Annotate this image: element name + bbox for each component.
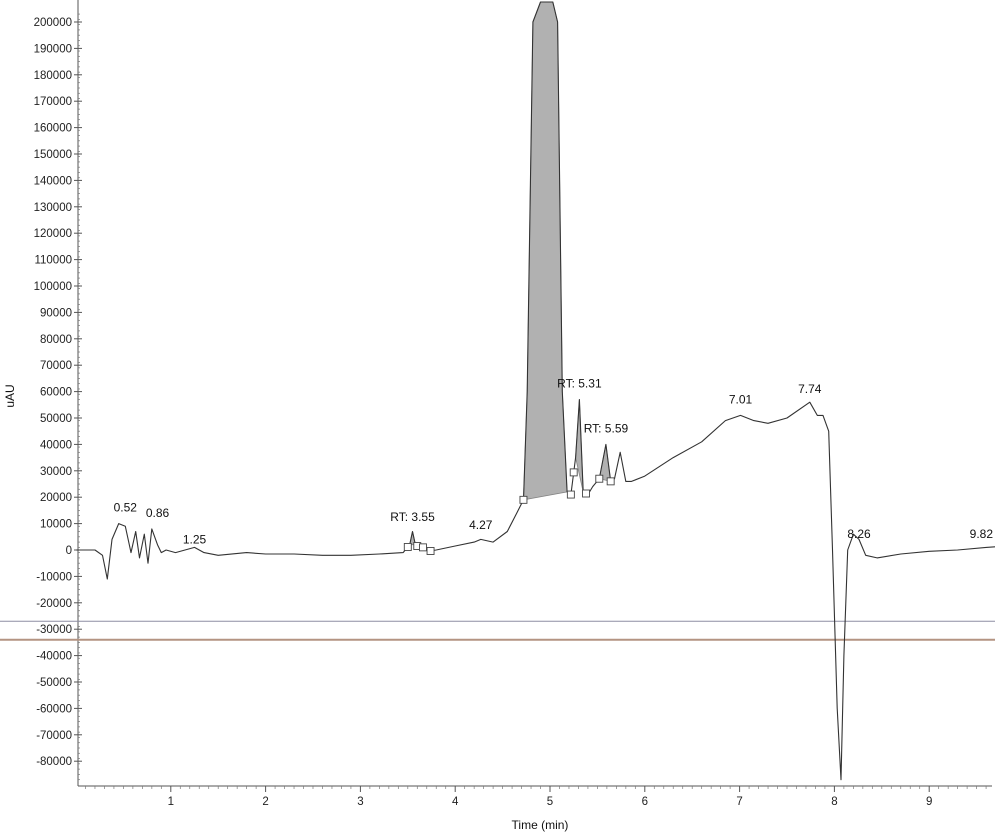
y-tick-label: 40000 [40, 439, 72, 451]
y-tick-label: -70000 [36, 730, 72, 742]
y-tick-label: 170000 [34, 96, 72, 108]
x-tick-label: 9 [926, 796, 932, 808]
x-tick-label: 8 [831, 796, 837, 808]
y-tick-label: 120000 [34, 228, 72, 240]
peak-label: 4.27 [469, 518, 493, 532]
peak-label: RT: 3.55 [390, 510, 435, 524]
peak-label: 0.86 [146, 506, 170, 520]
integration-marker [582, 489, 590, 498]
y-tick-label: 20000 [40, 492, 72, 504]
y-tick-label: 80000 [40, 334, 72, 346]
y-tick-label: 100000 [34, 281, 72, 293]
y-tick-label: 160000 [34, 123, 72, 135]
y-tick-label: 130000 [34, 202, 72, 214]
y-tick-label: -80000 [36, 756, 72, 768]
integration-marker [519, 495, 528, 504]
reference-lines [0, 620, 995, 641]
x-tick-label: 5 [547, 796, 553, 808]
integration-marker [426, 547, 435, 555]
peak-label: 0.52 [114, 501, 138, 515]
y-axis-title: uAU [3, 384, 17, 407]
peak-labels: 0.52 0.86 1.25 RT: 3.55 4.27 RT: 5.31 RT: 5.59… [114, 377, 994, 547]
y-tick-label: -10000 [36, 571, 72, 583]
peak-label: 8.26 [847, 527, 871, 541]
integration-marker [419, 543, 427, 552]
y-tick-label: 180000 [34, 70, 72, 82]
y-tick-label: 140000 [34, 175, 72, 187]
y-tick-label: -30000 [36, 624, 72, 636]
integration-marker [569, 468, 578, 477]
x-axis-ticks: 1 2 3 4 5 6 7 8 9 [78, 785, 992, 808]
x-tick-label: 2 [262, 796, 268, 808]
y-tick-label: 200000 [34, 17, 72, 29]
x-tick-label: 7 [736, 796, 742, 808]
y-tick-label: 190000 [34, 43, 72, 55]
integration-markers [403, 468, 615, 555]
integration-marker [566, 490, 575, 499]
shaded-peaks [409, 1, 612, 546]
x-tick-label: 6 [642, 796, 648, 808]
x-tick-label: 1 [168, 796, 174, 808]
y-tick-label: 70000 [40, 360, 72, 372]
y-tick-label: 10000 [40, 519, 72, 531]
y-tick-label: 90000 [40, 307, 72, 319]
y-tick-label: 0 [66, 545, 72, 557]
y-tick-label: -20000 [36, 598, 72, 610]
peak-label: RT: 5.59 [584, 421, 629, 435]
x-tick-label: 4 [452, 796, 459, 808]
x-tick-label: 3 [357, 796, 363, 808]
y-tick-label: 60000 [40, 387, 72, 399]
y-tick-label: -50000 [36, 677, 72, 689]
y-axis-ticks: 2000001900001800001700001600001500001400… [34, 0, 82, 786]
y-tick-label: 150000 [34, 149, 72, 161]
y-tick-label: -60000 [36, 703, 72, 715]
y-tick-label: 30000 [40, 466, 72, 478]
integration-marker [606, 477, 615, 486]
peak-label: RT: 5.31 [557, 377, 602, 391]
peak-label: 7.01 [729, 392, 753, 406]
y-tick-label: -40000 [36, 651, 72, 663]
trace-group [76, 1, 995, 781]
y-tick-label: 110000 [34, 255, 72, 267]
chromatogram-trace [76, 1, 995, 781]
integration-marker [403, 543, 412, 551]
peak-label: 9.82 [970, 527, 994, 541]
peak-label: 1.25 [183, 532, 207, 546]
y-tick-label: 50000 [40, 413, 72, 425]
x-axis-title: Time (min) [512, 818, 569, 832]
peak-label: 7.74 [798, 382, 822, 396]
integration-marker [595, 474, 604, 483]
